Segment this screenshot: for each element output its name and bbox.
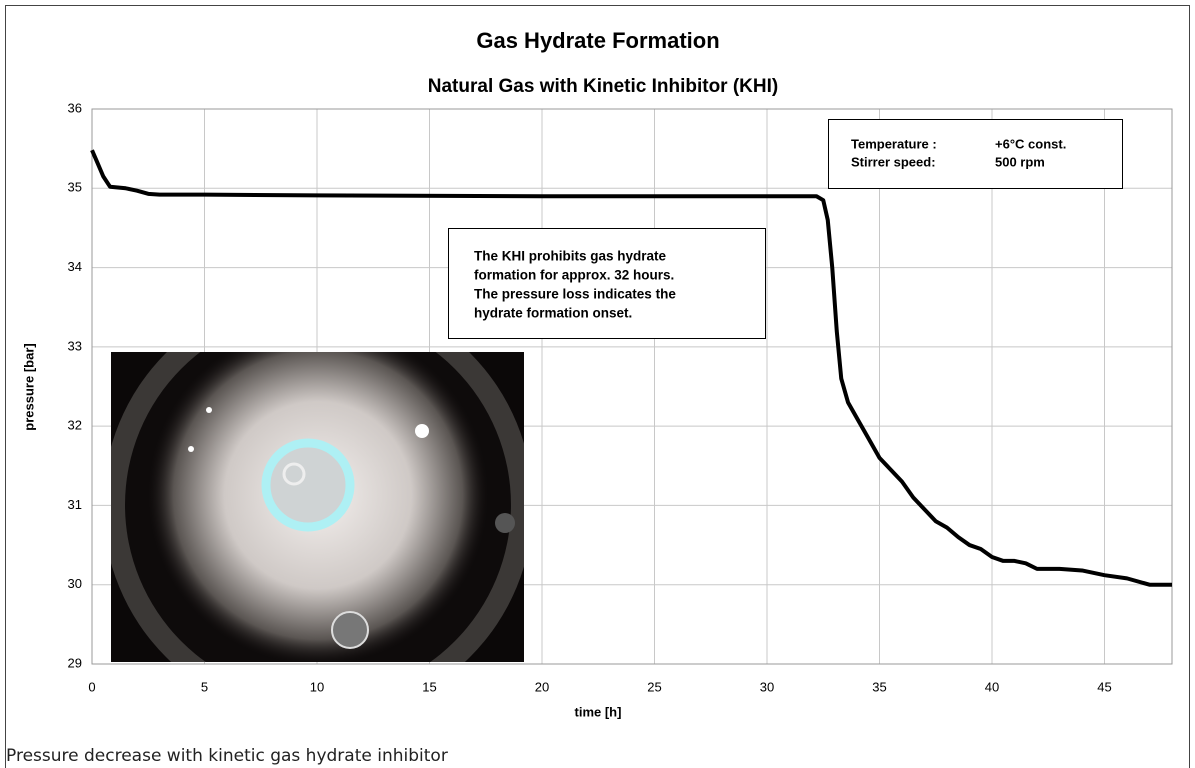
x-tick-label: 30 <box>760 679 774 694</box>
annotation-text: formation for approx. 32 hours. <box>474 268 674 283</box>
y-tick-label: 30 <box>68 576 82 591</box>
condition-value: +6°C const. <box>995 136 1066 151</box>
x-tick-label: 35 <box>872 679 886 694</box>
condition-value: 500 rpm <box>995 154 1045 169</box>
y-tick-label: 29 <box>68 655 82 670</box>
condition-label: Stirrer speed: <box>851 154 936 169</box>
y-axis-label: pressure [bar] <box>21 343 36 430</box>
x-tick-label: 5 <box>201 679 208 694</box>
condition-label: Temperature : <box>851 136 937 151</box>
caption: Pressure decrease with kinetic gas hydra… <box>6 746 448 766</box>
x-tick-label: 15 <box>422 679 436 694</box>
page: Gas Hydrate Formation Natural Gas with K… <box>0 0 1195 768</box>
annotation-box <box>449 229 766 339</box>
x-tick-label: 0 <box>88 679 95 694</box>
chart: Gas Hydrate Formation Natural Gas with K… <box>0 0 1195 768</box>
y-tick-label: 35 <box>68 180 82 195</box>
x-tick-label: 10 <box>310 679 324 694</box>
x-tick-label: 20 <box>535 679 549 694</box>
photo <box>103 290 533 720</box>
y-tick-label: 33 <box>68 338 82 353</box>
y-tick-label: 32 <box>68 418 82 433</box>
x-tick-label: 25 <box>647 679 661 694</box>
x-axis-label: time [h] <box>575 704 622 719</box>
annotation-text: The pressure loss indicates the <box>474 287 676 302</box>
annotation-text: The KHI prohibits gas hydrate <box>474 249 667 264</box>
x-tick-label: 40 <box>985 679 999 694</box>
y-tick-label: 31 <box>68 497 82 512</box>
y-tick-label: 34 <box>68 259 82 274</box>
x-tick-label: 45 <box>1097 679 1111 694</box>
y-tick-label: 36 <box>68 100 82 115</box>
chart-title: Gas Hydrate Formation <box>476 28 719 53</box>
annotation-text: hydrate formation onset. <box>474 306 632 321</box>
annotation-layer: Temperature : +6°C const. Stirrer speed: 50… <box>449 120 1123 339</box>
chart-subtitle: Natural Gas with Kinetic Inhibitor (KHI) <box>428 76 778 97</box>
